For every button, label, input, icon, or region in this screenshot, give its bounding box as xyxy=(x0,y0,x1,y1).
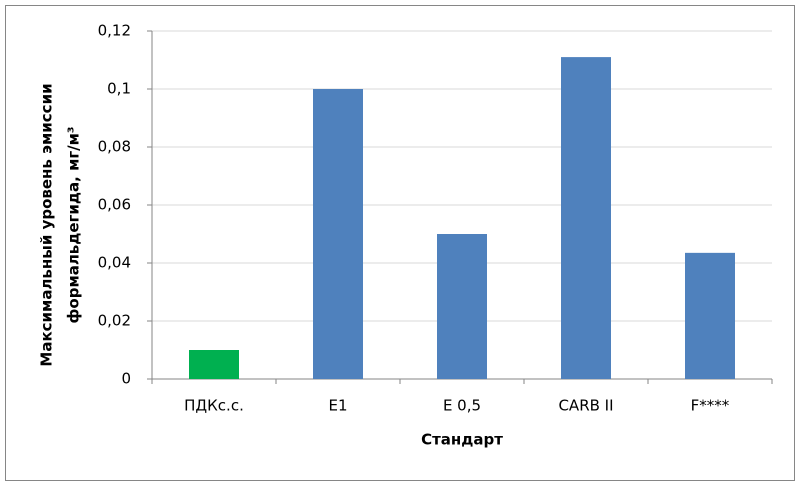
y-tick-label: 0,12 xyxy=(98,22,131,40)
y-tick-label: 0 xyxy=(121,370,131,388)
bar xyxy=(189,350,239,379)
x-tick-label: ПДКс.с. xyxy=(184,397,244,415)
bar xyxy=(561,57,611,379)
x-tick-label: E 0,5 xyxy=(443,397,481,415)
bar xyxy=(313,89,363,379)
y-tick-label: 0,02 xyxy=(98,312,131,330)
x-tick-label: E1 xyxy=(328,397,347,415)
bar xyxy=(685,252,735,379)
y-tick-label: 0,1 xyxy=(107,80,131,98)
y-tick-label: 0,08 xyxy=(98,138,131,156)
y-axis-title: Максимальный уровень эмиссии xyxy=(38,83,56,366)
y-tick-label: 0,04 xyxy=(98,254,131,272)
y-tick-label: 0,06 xyxy=(98,196,131,214)
chart-border xyxy=(5,5,795,481)
y-axis-title: формальдегида, мг/м³ xyxy=(65,127,83,324)
x-tick-label: CARB II xyxy=(558,397,613,415)
x-tick-label: F**** xyxy=(691,397,730,415)
x-axis-title: Стандарт xyxy=(421,431,503,449)
bar xyxy=(437,234,487,379)
